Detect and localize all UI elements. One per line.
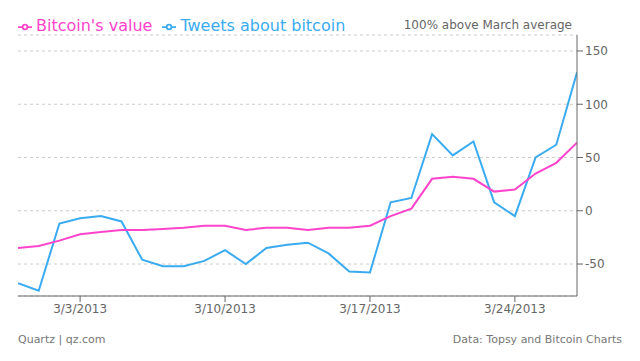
svg-text:3/10/2013: 3/10/2013 <box>194 302 256 316</box>
svg-text:-50: -50 <box>585 257 605 271</box>
svg-text:3/17/2013: 3/17/2013 <box>339 302 401 316</box>
html-text:Bitcoin's value: Bitcoin's value <box>36 16 153 35</box>
svg-text:3/3/2013: 3/3/2013 <box>53 302 107 316</box>
html-text:Quartz | qz.com: Quartz | qz.com <box>18 333 106 346</box>
svg-text:100: 100 <box>585 98 608 112</box>
svg-text:50: 50 <box>585 151 600 165</box>
svg-text:150: 150 <box>585 44 608 58</box>
html-text:100% above March average: 100% above March average <box>403 18 572 32</box>
svg-text:0: 0 <box>585 204 593 218</box>
html-text:Data: Topsy and Bitcoin Charts: Data: Topsy and Bitcoin Charts <box>452 333 622 346</box>
svg-text:3/24/2013: 3/24/2013 <box>484 302 546 316</box>
html-text:Tweets about bitcoin: Tweets about bitcoin <box>180 16 346 35</box>
